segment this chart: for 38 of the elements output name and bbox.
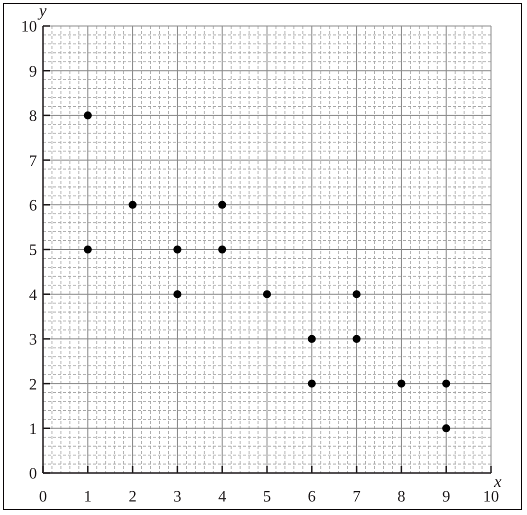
x-tick-label: 9 [442, 488, 450, 506]
x-tick-label: 2 [128, 488, 137, 506]
x-tick-label: 7 [352, 488, 361, 506]
point [442, 424, 450, 432]
point [218, 246, 226, 254]
x-tick-label: 3 [173, 488, 182, 506]
y-tick-label: 0 [29, 466, 37, 483]
y-tick-label: 10 [21, 18, 37, 36]
point [397, 380, 406, 388]
point [84, 111, 92, 120]
x-tick-label: 5 [263, 488, 271, 506]
point [352, 290, 361, 298]
point [308, 334, 316, 343]
point [84, 246, 92, 254]
y-axis-title: y [37, 1, 47, 20]
point [308, 380, 316, 388]
y-tick-label: 6 [29, 197, 37, 214]
y-tick-label: 4 [29, 286, 37, 304]
point [173, 290, 182, 298]
y-tick-label: 1 [29, 420, 37, 438]
point [173, 246, 182, 254]
point [442, 380, 450, 388]
y-tick-label: 8 [29, 108, 37, 126]
point [128, 200, 137, 209]
y-tick-label: 5 [29, 242, 37, 260]
y-tick-label: 9 [29, 63, 37, 80]
x-tick-label: 1 [84, 488, 92, 506]
x-axis-title: x [493, 472, 502, 491]
point [218, 200, 226, 209]
y-tick-label: 7 [29, 152, 37, 170]
x-tick-label: 8 [397, 488, 406, 506]
point [263, 290, 271, 298]
y-tick-label: 3 [29, 332, 37, 349]
x-tick-label: 6 [308, 488, 316, 506]
x-tick-label: 10 [483, 488, 499, 506]
x-tick-label: 4 [218, 488, 226, 506]
point [352, 334, 361, 343]
y-tick-label: 2 [29, 376, 37, 394]
